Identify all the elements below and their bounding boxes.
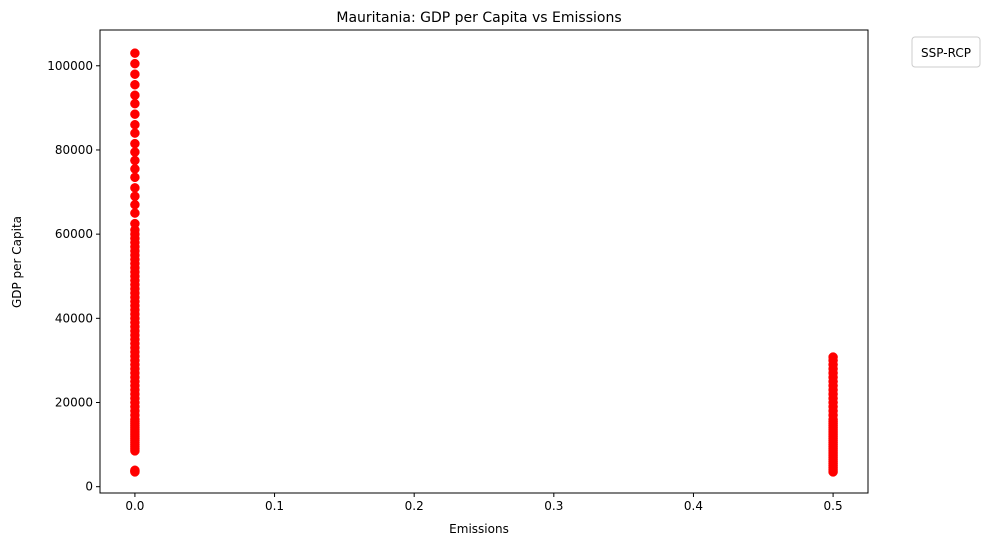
data-point: [130, 138, 140, 149]
data-point: [130, 119, 140, 130]
x-tick-label: 0.0: [125, 499, 144, 513]
data-points: [130, 48, 838, 477]
legend-title: SSP-RCP: [921, 46, 971, 60]
legend: SSP-RCP: [911, 36, 981, 68]
data-point: [130, 183, 140, 193]
y-tick-label: 20000: [55, 396, 93, 410]
y-axis: 0 20000 40000 60000 80000 100000: [47, 59, 100, 494]
data-point: [130, 48, 140, 58]
x-axis-label: Emissions: [449, 522, 509, 536]
data-point: [130, 218, 140, 229]
data-point: [130, 164, 140, 174]
data-point: [130, 79, 140, 90]
data-point: [130, 90, 140, 100]
x-tick-label: 0.1: [265, 499, 284, 513]
data-point: [130, 128, 140, 138]
data-point: [130, 199, 140, 210]
data-point: [130, 172, 140, 183]
data-point: [130, 208, 140, 218]
data-point: [130, 191, 140, 202]
plot-area: [99, 29, 869, 494]
x-tick-label: 0.3: [544, 499, 563, 513]
y-tick-label: 100000: [47, 59, 93, 73]
x-tick-label: 0.2: [405, 499, 424, 513]
data-point: [130, 58, 140, 69]
data-point: [130, 147, 140, 157]
data-point: [130, 155, 140, 166]
data-point: [130, 465, 140, 476]
x-tick-label: 0.4: [684, 499, 703, 513]
data-point: [130, 69, 140, 79]
y-tick-label: 60000: [55, 227, 93, 241]
data-point: [130, 98, 140, 109]
y-axis-label: GDP per Capita: [10, 216, 24, 308]
x-axis: 0.0 0.1 0.2 0.3 0.4 0.5: [125, 493, 843, 513]
data-point: [828, 352, 838, 362]
data-point: [130, 109, 140, 119]
y-tick-label: 80000: [55, 143, 93, 157]
y-tick-label: 0: [85, 480, 93, 494]
legend-box: [911, 36, 981, 68]
y-tick-label: 40000: [55, 311, 93, 325]
chart-title: Mauritania: GDP per Capita vs Emissions: [336, 10, 621, 26]
x-tick-label: 0.5: [824, 499, 843, 513]
